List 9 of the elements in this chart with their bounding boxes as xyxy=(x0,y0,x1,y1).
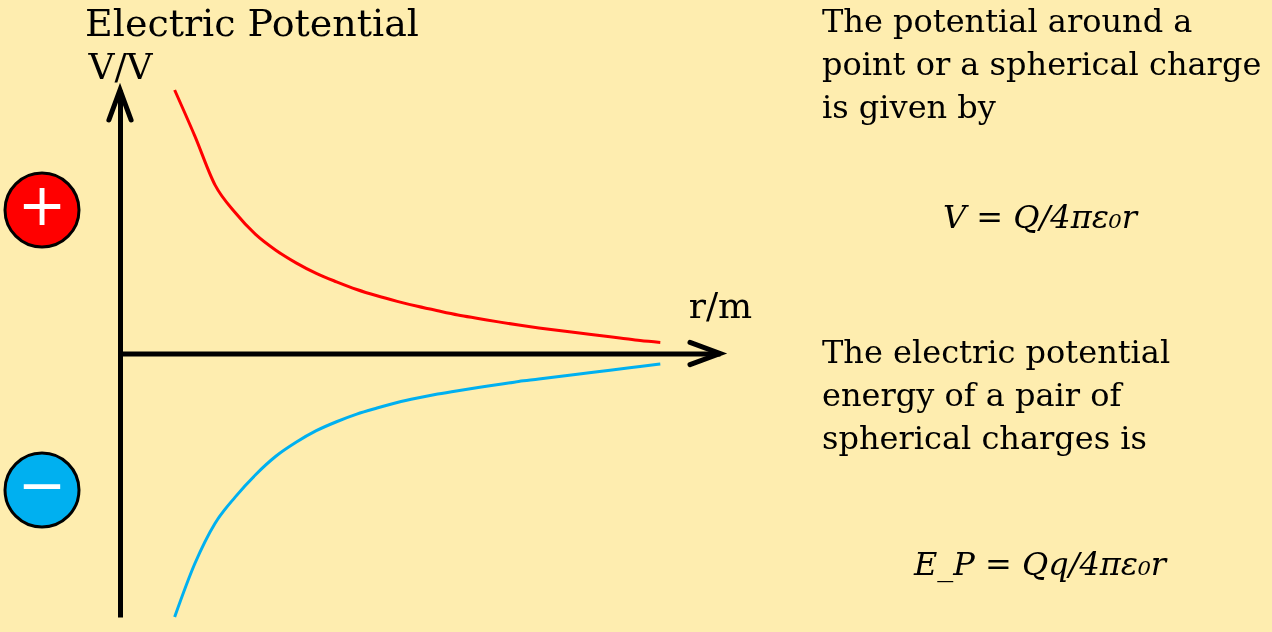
y-axis-title: V/V xyxy=(87,45,154,87)
text: The electric potential energy of a pair of spherical charges is xyxy=(822,333,1171,457)
text: The potential around a point or a spherical charge is given by xyxy=(822,2,1262,126)
text: E_P = Qq/4πε₀r xyxy=(912,545,1168,583)
text: + xyxy=(17,171,67,239)
text: V = Q/4πε₀r xyxy=(943,198,1139,236)
text: − xyxy=(17,451,67,519)
x-axis-title: r/m xyxy=(688,285,753,326)
chart-title: Electric Potential xyxy=(85,1,419,45)
